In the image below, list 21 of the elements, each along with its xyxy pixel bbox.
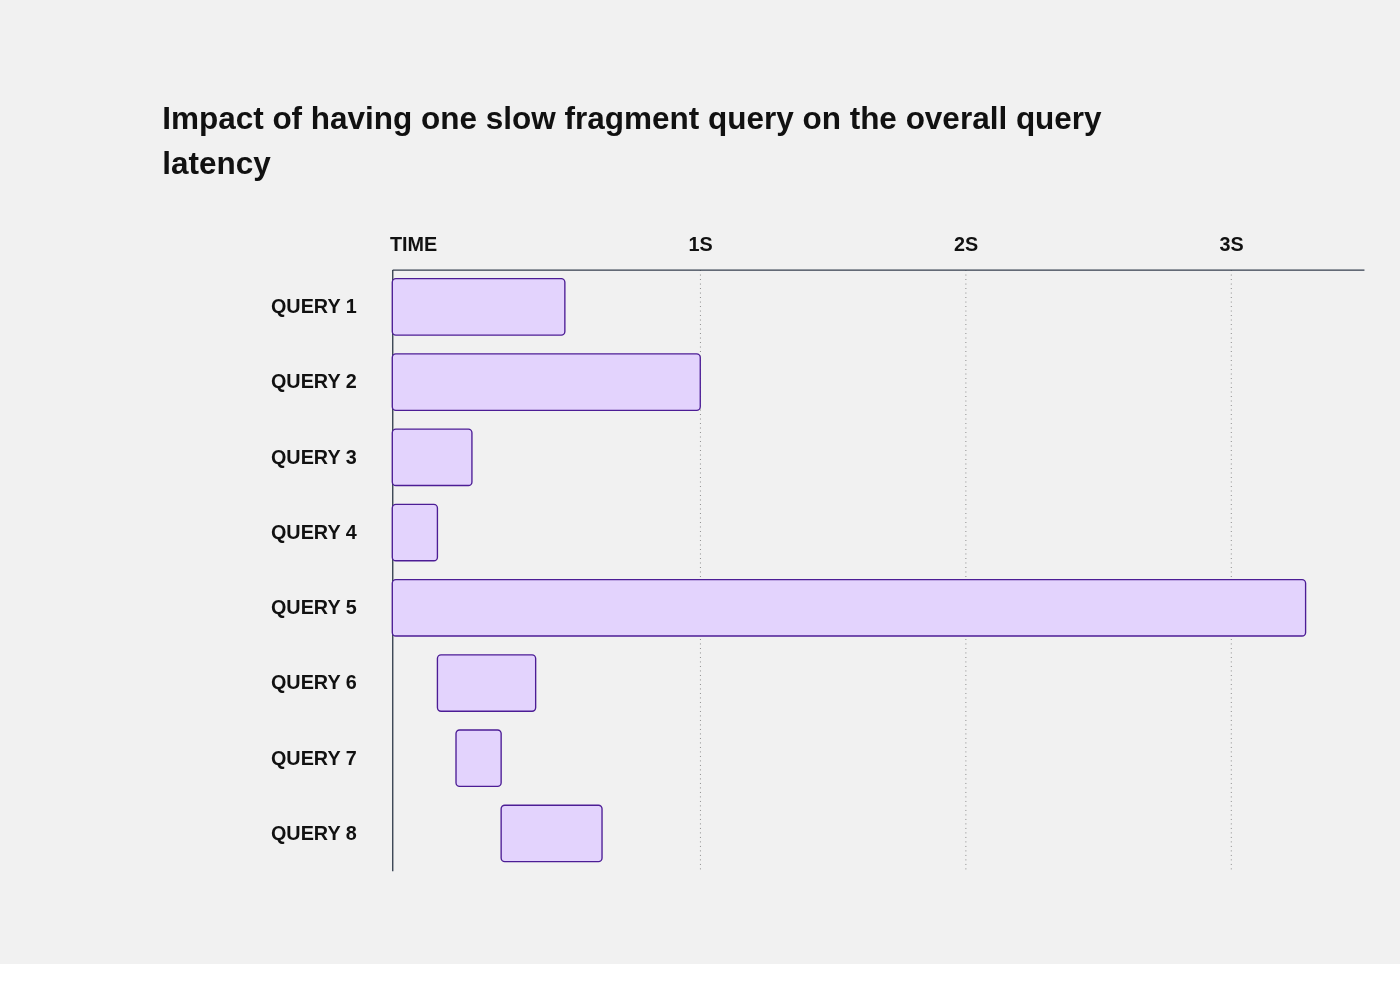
x-tick-label: 3S — [1219, 233, 1244, 256]
chart-title: Impact of having one slow fragment query on the overall query latency — [162, 100, 1103, 182]
bar — [455, 729, 502, 788]
bar — [391, 353, 701, 412]
y-tick-label: QUERY 2 — [270, 370, 357, 393]
y-tick-label: QUERY 3 — [270, 445, 357, 468]
y-tick-label: QUERY 8 — [270, 821, 357, 844]
x-tick-label: 1S — [688, 233, 713, 256]
y-tick-label: QUERY 5 — [270, 596, 357, 619]
y-tick-label: QUERY 6 — [270, 671, 357, 694]
y-tick-label: QUERY 1 — [270, 295, 357, 318]
bar — [391, 578, 1307, 637]
bar — [500, 804, 603, 863]
bar — [391, 428, 473, 487]
bar — [436, 654, 537, 712]
x-axis-title: TIME — [390, 233, 438, 256]
y-tick-label: QUERY 7 — [270, 746, 357, 769]
y-tick-label: QUERY 4 — [270, 520, 357, 543]
bar — [391, 503, 439, 562]
x-tick-label: 2S — [954, 233, 979, 256]
bar — [391, 278, 566, 336]
